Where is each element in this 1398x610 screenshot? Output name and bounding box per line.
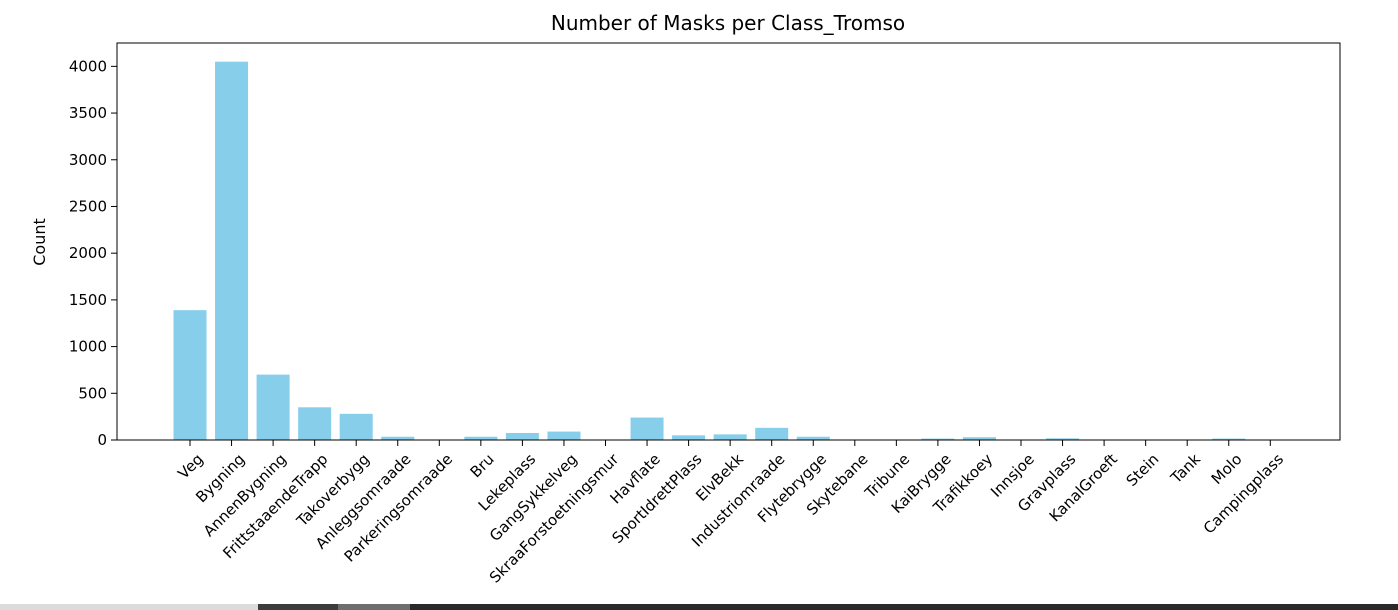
y-tick-label: 2000 (69, 244, 107, 262)
bar-molo (1212, 438, 1246, 440)
scrollbar-track-right (410, 604, 1398, 610)
bar-veg (173, 310, 207, 440)
scrollbar-track-left (0, 604, 258, 610)
x-tick-label: Bru (467, 450, 498, 481)
bar-bru (464, 436, 498, 440)
y-tick-label: 3000 (69, 151, 107, 169)
bar-gravplass (1046, 438, 1080, 440)
bar-lekeplass (505, 432, 539, 440)
y-tick-label: 4000 (69, 57, 107, 75)
bars-layer (173, 61, 1287, 441)
y-tick-label: 1500 (69, 291, 107, 309)
scrollbar-track-mid (338, 604, 410, 610)
bar-anleggsomraade (381, 436, 415, 440)
bar-sportidrettplass (672, 435, 706, 440)
y-tick-label: 2500 (69, 197, 107, 215)
bar-trafikkoey (962, 437, 996, 440)
plot-area-frame (116, 42, 1341, 441)
scrollbar-thumb[interactable] (258, 604, 338, 610)
bar-flytebrygge (796, 436, 830, 440)
x-axis-ticks: VegBygningAnnenBygningFrittstaaendeTrapp… (174, 440, 1287, 587)
bar-annenbygning (256, 374, 290, 440)
x-tick-label: Molo (1208, 450, 1246, 488)
bar-takoverbygg (339, 413, 373, 440)
x-tick-label: Tank (1166, 450, 1204, 488)
bar-kaibrygge (921, 438, 955, 440)
bottom-scrollbar[interactable] (0, 604, 1398, 610)
bar-frittstaaendetrapp (298, 407, 332, 440)
y-tick-label: 1000 (69, 338, 107, 356)
x-tick-label: Veg (174, 450, 206, 482)
y-axis-label: Count (30, 218, 49, 266)
bar-bygning (215, 61, 249, 441)
y-tick-label: 3500 (69, 104, 107, 122)
y-tick-label: 0 (97, 431, 107, 449)
bar-havflate (630, 417, 664, 440)
bar-gangsykkelveg (547, 431, 581, 440)
bar-elvbekk (713, 434, 747, 440)
y-tick-label: 500 (78, 384, 107, 402)
bar-industriomraade (755, 427, 789, 440)
y-axis-ticks: 0 500 1000 1500 2000 2500 3000 3500 4000 (69, 57, 117, 449)
x-tick-label: Stein (1123, 450, 1163, 490)
chart-title: Number of Masks per Class_Tromso (551, 11, 905, 35)
